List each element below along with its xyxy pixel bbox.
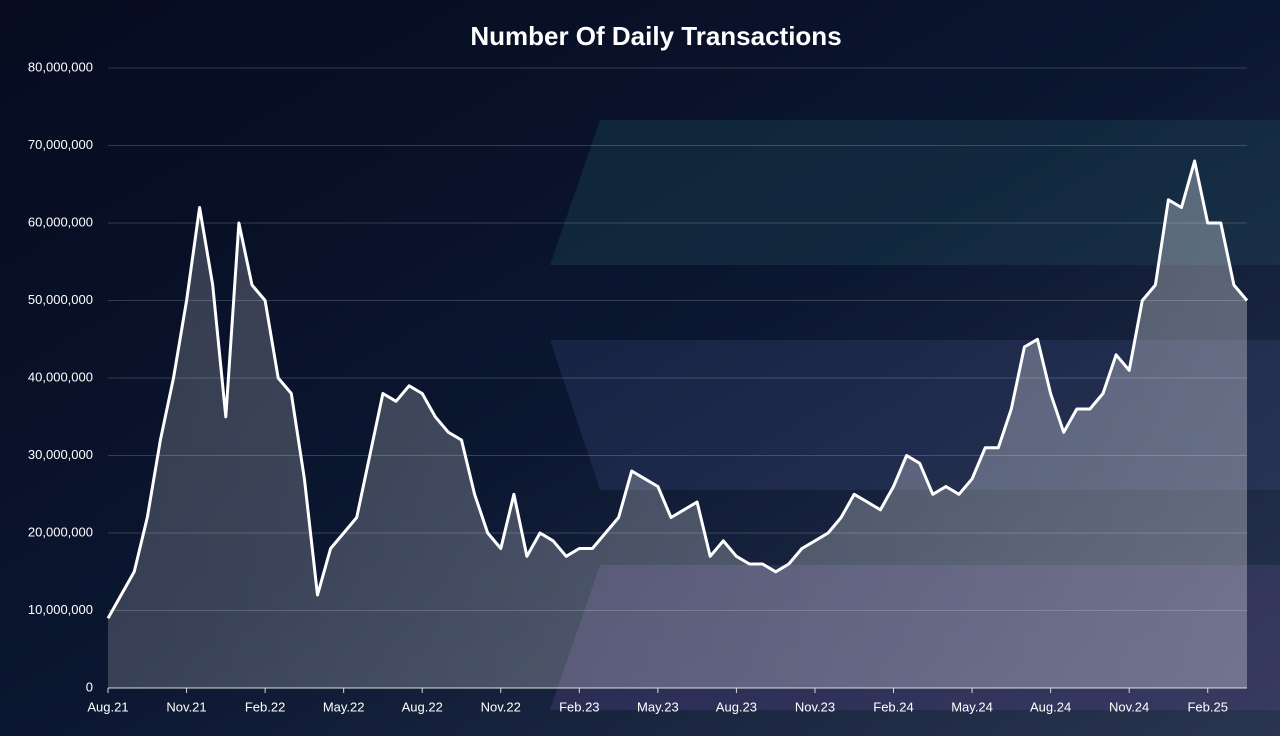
y-tick-label: 70,000,000 xyxy=(28,137,93,152)
area xyxy=(108,161,1247,688)
y-tick-label: 20,000,000 xyxy=(28,524,93,539)
y-tick-label: 40,000,000 xyxy=(28,369,93,384)
x-tick-label: Aug.22 xyxy=(402,699,443,714)
x-tick-label: Feb.23 xyxy=(559,699,599,714)
y-tick-label: 10,000,000 xyxy=(28,602,93,617)
x-tick-label: Nov.23 xyxy=(795,699,835,714)
x-tick-label: Aug.24 xyxy=(1030,699,1071,714)
x-tick-label: Feb.22 xyxy=(245,699,285,714)
chart-title: Number Of Daily Transactions xyxy=(470,21,841,51)
x-tick-label: May.23 xyxy=(637,699,679,714)
x-tick-label: Aug.21 xyxy=(87,699,128,714)
x-tick-label: May.22 xyxy=(323,699,365,714)
x-tick-label: Nov.24 xyxy=(1109,699,1149,714)
y-tick-label: 30,000,000 xyxy=(28,447,93,462)
x-tick-label: Nov.21 xyxy=(166,699,206,714)
y-tick-label: 50,000,000 xyxy=(28,292,93,307)
x-tick-label: Nov.22 xyxy=(481,699,521,714)
decor-band xyxy=(550,120,1280,265)
y-tick-label: 0 xyxy=(86,679,93,694)
y-tick-label: 80,000,000 xyxy=(28,59,93,74)
x-tick-label: May.24 xyxy=(951,699,993,714)
y-tick-label: 60,000,000 xyxy=(28,214,93,229)
x-tick-label: Aug.23 xyxy=(716,699,757,714)
line xyxy=(106,159,1249,620)
x-tick-label: Feb.24 xyxy=(873,699,913,714)
x-tick-label: Feb.25 xyxy=(1187,699,1227,714)
